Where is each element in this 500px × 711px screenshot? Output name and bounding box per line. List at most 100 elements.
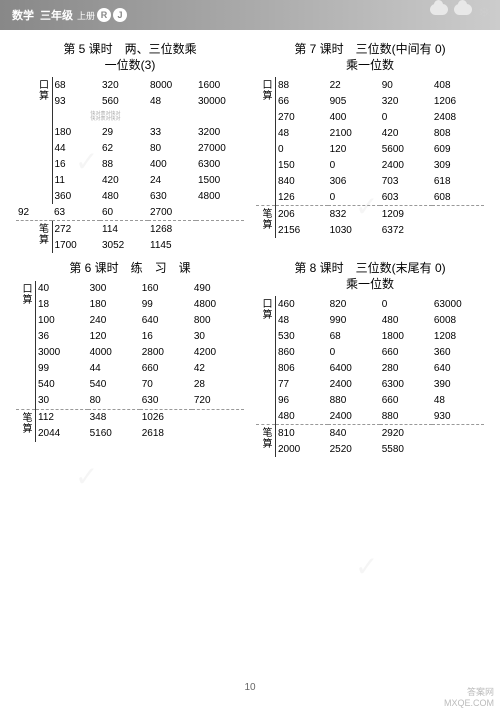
answer-cell: 180 [52,124,100,140]
answer-cell: 33 [148,124,196,140]
answer-cell: 126 [276,189,328,206]
header-volume: 上册 [77,9,95,22]
answer-cell: 0 [328,344,380,360]
answer-cell: 3052 [100,237,148,253]
answer-cell: 720 [192,393,244,410]
table-row: 215610306372 [256,222,484,238]
answer-cell: 640 [140,313,192,329]
answer-cell: 608 [432,189,484,206]
answer-cell: 4800 [196,188,244,204]
table-row: 笔算8108402920 [256,425,484,441]
table-row: 3000400028004200 [16,345,244,361]
table-row: 204451602618 [16,426,244,442]
answer-cell: 1026 [140,410,192,426]
answer-cell: 4800 [192,297,244,313]
answer-cell [432,441,484,457]
table-row: 200025205580 [256,441,484,457]
footer-wm-line1: 答案网 [444,687,494,698]
table-row: 口算6832080001600 [16,77,244,93]
answer-cell: 0 [328,157,380,173]
answer-cell: 3000 [36,345,88,361]
badge-r: R [97,8,111,22]
answer-cell: 2000 [276,441,328,457]
answer-cell: 0 [276,141,328,157]
answer-cell: 2408 [432,109,484,125]
answer-cell: 840 [328,425,380,441]
answer-cell: 0 [380,109,432,125]
answer-cell: 22 [328,77,380,93]
answer-cell: 6400 [328,360,380,376]
answer-cell: 48 [276,125,328,141]
answer-cell: 640 [432,360,484,376]
answer-cell: 5600 [380,141,432,157]
answer-cell: 1268 [148,221,196,237]
table-row: 笔算2721141268 [16,221,244,237]
answer-cell: 66 [276,93,328,109]
answer-cell: 309 [432,157,484,173]
content-grid: 第 5 课时 两、三位数乘一位数(3)口算6832080001600935604… [0,30,500,461]
answer-cell: 930 [432,408,484,425]
answer-cell: 48 [432,392,484,408]
answer-table: 口算40300160490181809948001002406408003612… [16,281,244,442]
answer-cell: 609 [432,141,484,157]
lesson-section: 第 6 课时 练 习 课口算40300160490181809948001002… [10,257,250,461]
watermark-icon: ✓ [355,550,378,583]
answer-cell: 99 [140,297,192,313]
answer-cell: 160 [140,281,192,297]
answer-cell: 1600 [196,77,244,93]
answer-cell: 90 [380,77,432,93]
answer-cell: 24 [148,172,196,188]
answer-cell: 2400 [380,157,432,173]
lesson-section: 第 5 课时 两、三位数乘一位数(3)口算6832080001600935604… [10,38,250,257]
answer-cell [192,410,244,426]
answer-cell: 5580 [380,441,432,457]
answer-cell: 93 [52,93,100,109]
table-row: 3080630720 [16,393,244,410]
section-title: 第 5 课时 两、三位数乘一位数(3) [16,42,244,73]
answer-cell: 206 [276,206,328,222]
kousuan-label: 口算 [16,77,52,204]
answer-cell: 348 [88,410,140,426]
table-row: 7724006300390 [256,376,484,392]
section-subtitle: 乘一位数 [346,58,394,72]
answer-cell [196,237,244,253]
answer-cell: 390 [432,376,484,392]
table-row: 9263602700 [16,204,244,221]
footer-wm-line2: MXQE.COM [444,698,494,709]
answer-cell: 3200 [196,124,244,140]
bisuan-label: 笔算 [16,410,36,442]
badge-j: J [113,8,127,22]
table-row: 笔算1123481026 [16,410,244,426]
answer-cell: 880 [328,392,380,408]
cloud-icon [430,4,448,15]
table-row: 口算882290408 [256,77,484,93]
header-subject: 数学 [12,7,34,23]
answer-cell: 460 [276,296,328,312]
answer-cell: 180 [88,297,140,313]
section-title: 第 8 课时 三位数(末尾有 0)乘一位数 [256,261,484,292]
answer-cell: 540 [36,377,88,393]
answer-cell: 0 [328,189,380,206]
answer-cell: 1500 [196,172,244,188]
answer-cell: 6300 [196,156,244,172]
answer-cell: 660 [140,361,192,377]
answer-cell: 1030 [328,222,380,238]
footer-watermark: 答案网 MXQE.COM [444,687,494,709]
answer-cell: 77 [276,376,328,392]
answer-cell: 820 [328,296,380,312]
answer-cell: 42 [192,361,244,377]
answer-cell [196,221,244,237]
answer-cell [432,206,484,222]
table-row: 口算40300160490 [16,281,244,297]
answer-cell: 80 [148,140,196,156]
answer-cell: 480 [276,408,328,425]
section-title: 第 6 课时 练 习 课 [16,261,244,277]
answer-cell: 490 [192,281,244,297]
answer-cell: 1145 [148,237,196,253]
table-row: 8600660360 [256,344,484,360]
table-row: 100240640800 [16,313,244,329]
answer-cell: 2100 [328,125,380,141]
answer-cell: 306 [328,173,380,189]
page-number: 10 [0,682,500,693]
answer-cell [192,426,244,442]
